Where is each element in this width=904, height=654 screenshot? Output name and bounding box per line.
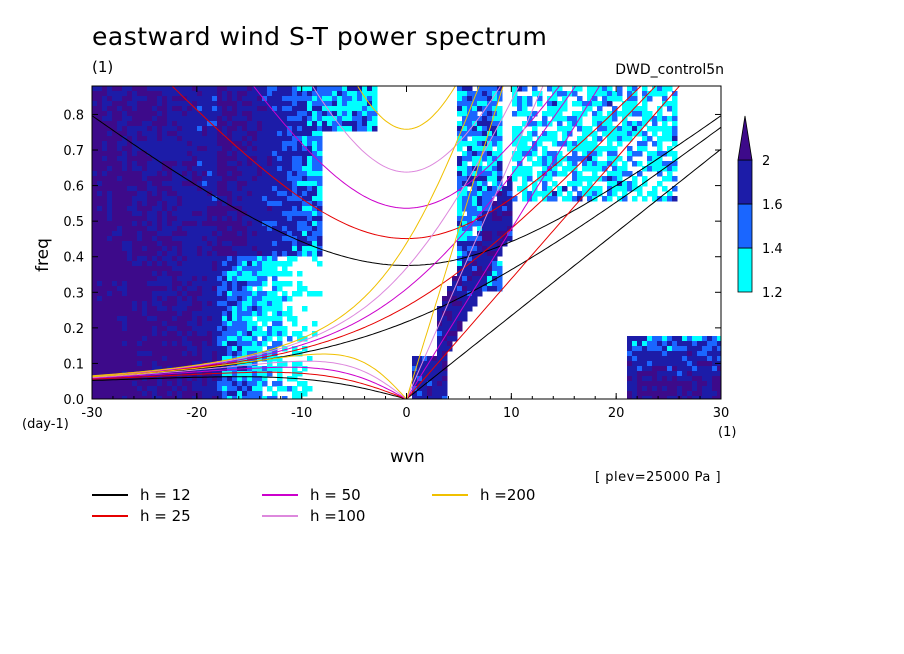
x-tick-label: 20 (608, 406, 625, 421)
legend-swatch-h12 (92, 494, 128, 496)
mrg-curve-h12 (92, 126, 721, 378)
gravity-curve-h100 (311, 86, 502, 173)
mrg-curve-h25 (92, 86, 657, 378)
y-tick-label: 0.2 (63, 322, 84, 337)
y-tick-label: 0.0 (63, 393, 84, 408)
x-tick-label: 10 (503, 406, 520, 421)
y-axis-label: freq (32, 238, 53, 272)
legend-item-h12: h = 12 (92, 486, 191, 504)
legend-item-h100: h =100 (262, 507, 365, 525)
legend-swatch-h100 (262, 515, 298, 517)
y-tick-label: 0.7 (63, 144, 84, 159)
legend-swatch-h50 (262, 494, 298, 496)
dispersion-curves (92, 86, 721, 399)
y-axis-unit: (day-1) (22, 417, 69, 432)
rossby-curve-h200 (92, 353, 407, 399)
colorbar-label: 1.2 (762, 286, 783, 301)
gravity-curve-h50 (252, 86, 561, 209)
legend-label-h100: h =100 (310, 507, 366, 525)
legend-label-h200: h =200 (480, 486, 536, 504)
x-tick-label: -20 (186, 406, 207, 421)
y-tick-label: 0.1 (63, 357, 84, 372)
kelvin-curve-h50 (406, 86, 601, 399)
top-left-unit-label: (1) (92, 58, 114, 76)
colorbar-overflow-triangle (737, 115, 753, 161)
gravity-curve-h25 (171, 86, 642, 240)
mrg-curve-h200 (92, 86, 480, 377)
legend-item-h50: h = 50 (262, 486, 361, 504)
legend-item-h25: h = 25 (92, 507, 191, 525)
spectrum-field (92, 86, 721, 399)
x-axis-label: wvn (390, 447, 425, 467)
colorbar: 1.2 1.4 1.6 2 (737, 115, 783, 301)
legend-label-h50: h = 50 (310, 486, 361, 504)
colorbar-segment (737, 203, 753, 249)
kelvin-curve-h200 (406, 86, 504, 399)
axis-ticks: -30 -20 -10 0 10 20 30 0.0 0.1 0.2 0.3 0.4 0.5 0.6 0.7… (63, 86, 729, 421)
y-tick-label: 0.8 (63, 108, 84, 123)
mrg-curve-h50 (92, 86, 577, 377)
rossby-curve-h100 (92, 360, 407, 399)
x-tick-label: 30 (713, 406, 730, 421)
legend-swatch-h200 (432, 494, 468, 496)
colorbar-segment (737, 247, 753, 293)
x-tick-label: -30 (81, 406, 102, 421)
y-tick-label: 0.5 (63, 215, 84, 230)
kelvin-curve-h25 (406, 86, 681, 399)
x-axis-unit: (1) (718, 425, 737, 440)
x-tick-label: -10 (291, 406, 312, 421)
rossby-curve-h25 (92, 371, 407, 399)
legend-swatch-h25 (92, 515, 128, 517)
colorbar-label: 2 (762, 154, 770, 169)
legend-item-h200: h =200 (432, 486, 535, 504)
pressure-level-note: [ plev=25000 Pa ] (595, 470, 722, 485)
chart-title: eastward wind S-T power spectrum (92, 22, 548, 51)
y-tick-label: 0.4 (63, 251, 84, 266)
rossby-curve-h12 (92, 376, 407, 399)
colorbar-label: 1.6 (762, 198, 783, 213)
gravity-curve-h12 (92, 115, 721, 266)
legend-label-h25: h = 25 (140, 507, 191, 525)
run-name-label: DWD_control5n (615, 62, 724, 78)
gravity-curve-h200 (357, 86, 456, 130)
colorbar-segment (737, 159, 753, 205)
y-tick-label: 0.3 (63, 286, 84, 301)
colorbar-label: 1.4 (762, 242, 783, 257)
kelvin-curve-h12 (406, 148, 721, 399)
y-tick-label: 0.6 (63, 180, 84, 195)
mrg-curve-h100 (92, 86, 520, 377)
kelvin-curve-h100 (406, 86, 544, 399)
legend-label-h12: h = 12 (140, 486, 191, 504)
x-tick-label: 0 (402, 406, 410, 421)
rossby-curve-h50 (92, 366, 407, 399)
